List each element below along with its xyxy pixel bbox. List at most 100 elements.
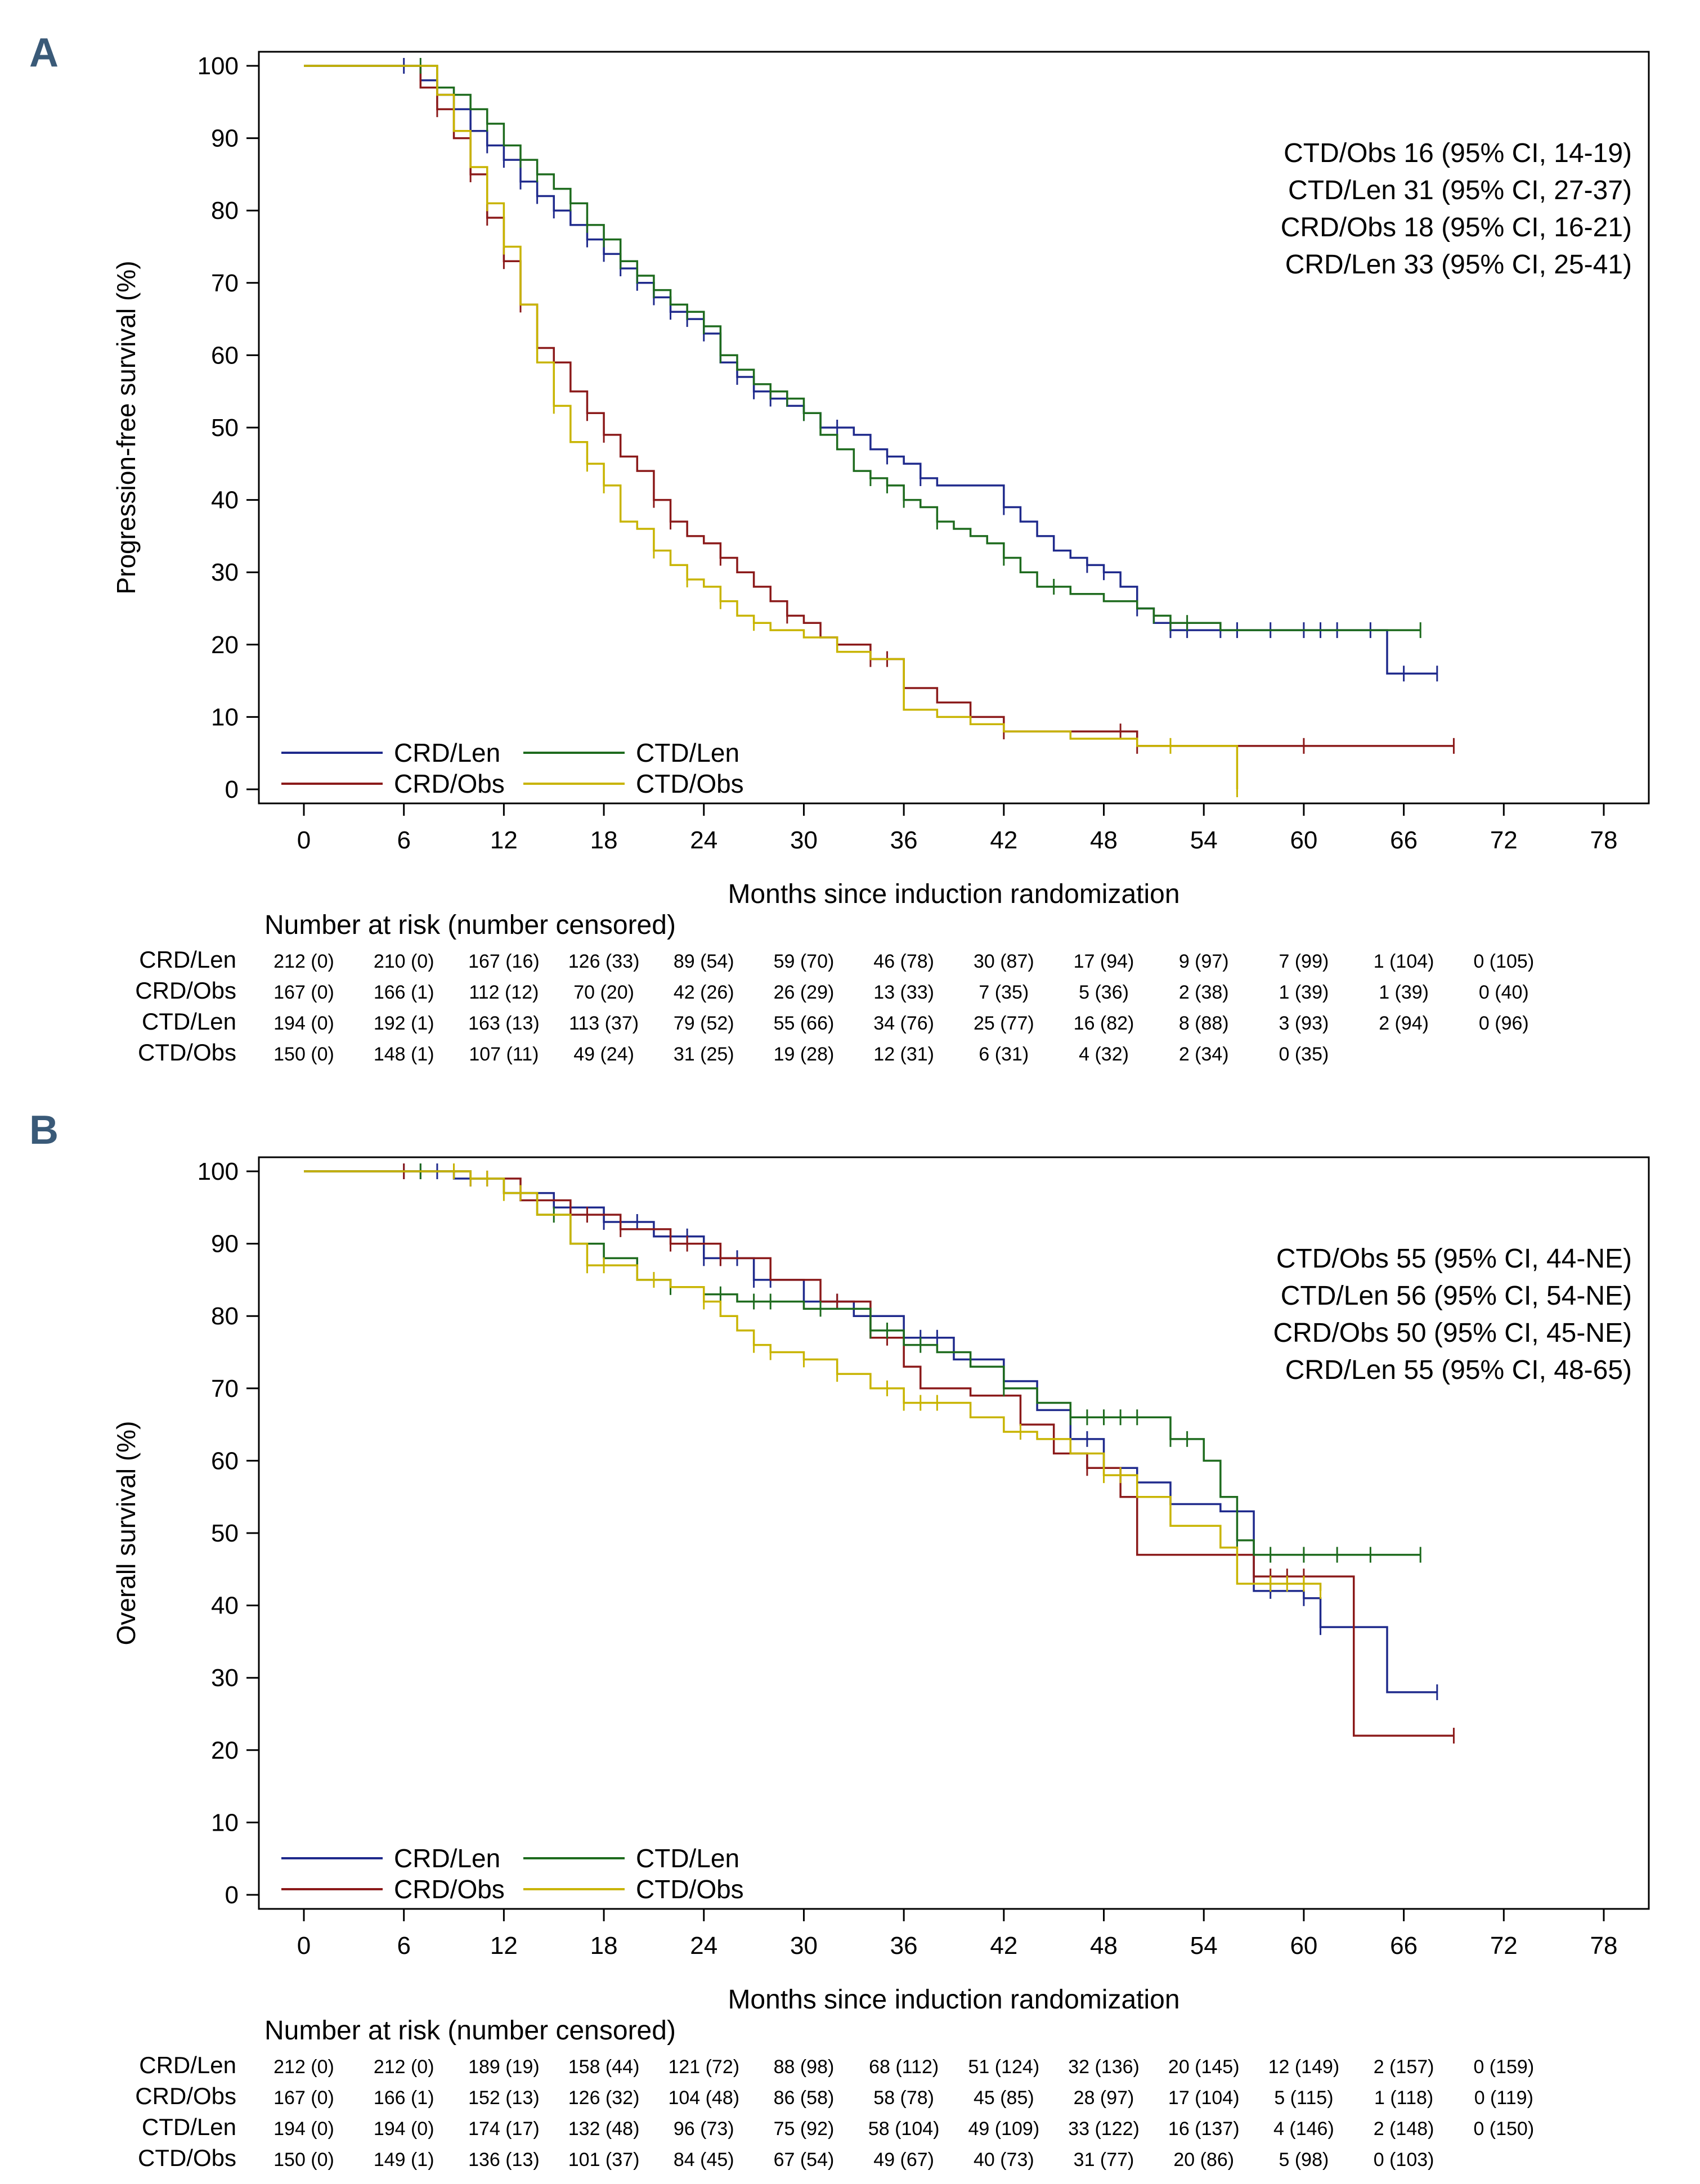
- risk-cell: 8 (88): [1179, 1013, 1229, 1034]
- risk-table: Number at risk (number censored) CRD/Len 2…: [135, 2016, 1534, 2171]
- median-annotation: CRD/Len 55 (95% CI, 48-65): [1285, 1355, 1632, 1385]
- risk-cell: 2 (94): [1379, 1013, 1429, 1034]
- risk-cell: 13 (33): [873, 982, 934, 1003]
- risk-table-title: Number at risk (number censored): [264, 2016, 676, 2046]
- risk-cell: 0 (119): [1474, 2087, 1533, 2109]
- risk-cell: 121 (72): [668, 2056, 739, 2078]
- risk-cell: 45 (85): [974, 2087, 1034, 2109]
- risk-cell: 5 (115): [1274, 2087, 1333, 2109]
- median-annotation: CRD/Obs 18 (95% CI, 16-21): [1281, 213, 1632, 242]
- risk-cell: 166 (1): [374, 2087, 434, 2109]
- legend-label: CRD/Obs: [394, 769, 505, 798]
- x-tick-label: 18: [590, 1932, 618, 1960]
- risk-row-label: CRD/Len: [139, 946, 236, 973]
- y-tick-label: 10: [211, 703, 239, 731]
- x-tick-label: 66: [1390, 1932, 1418, 1960]
- risk-cell: 2 (34): [1179, 1044, 1229, 1065]
- risk-cell: 194 (0): [374, 2118, 434, 2140]
- y-tick-label: 80: [211, 1302, 239, 1330]
- y-tick-label: 100: [198, 52, 239, 80]
- risk-cell: 1 (39): [1379, 982, 1429, 1003]
- x-tick-label: 12: [490, 1932, 518, 1960]
- risk-cell: 28 (97): [1074, 2087, 1134, 2109]
- y-tick-label: 30: [211, 1664, 239, 1692]
- panel-letter: A: [29, 30, 59, 75]
- risk-cell: 212 (0): [374, 2056, 434, 2078]
- risk-cell: 58 (104): [868, 2118, 940, 2140]
- risk-cell: 148 (1): [374, 1044, 434, 1065]
- y-tick-label: 40: [211, 487, 239, 514]
- risk-cell: 86 (58): [774, 2087, 835, 2109]
- median-annotation: CTD/Len 56 (95% CI, 54-NE): [1281, 1281, 1632, 1311]
- series-line-crd-len: [304, 1170, 1437, 1693]
- y-tick-label: 70: [211, 269, 239, 297]
- x-axis-label: Months since induction randomization: [728, 1985, 1179, 2015]
- risk-cell: 0 (40): [1479, 982, 1529, 1003]
- median-annotations: CTD/Obs 16 (95% CI, 14-19) CTD/Len 31 (95…: [1281, 138, 1632, 280]
- risk-cell: 1 (104): [1374, 951, 1434, 972]
- risk-cell: 19 (28): [774, 1044, 835, 1065]
- risk-cell: 3 (93): [1279, 1013, 1329, 1034]
- legend-label: CRD/Len: [394, 738, 500, 767]
- risk-cell: 212 (0): [273, 2056, 334, 2078]
- risk-cell: 26 (29): [774, 982, 835, 1003]
- legend-label: CTD/Len: [636, 1844, 739, 1873]
- x-tick-label: 0: [297, 1932, 311, 1960]
- risk-cell: 167 (0): [273, 982, 334, 1003]
- y-tick-label: 10: [211, 1809, 239, 1836]
- risk-cell: 2 (157): [1374, 2056, 1434, 2078]
- x-tick-label: 30: [790, 826, 818, 854]
- x-tick-label: 72: [1490, 1932, 1518, 1960]
- x-tick-label: 18: [590, 826, 618, 854]
- y-tick-label: 100: [198, 1158, 239, 1185]
- risk-cell: 158 (44): [568, 2056, 640, 2078]
- median-annotation: CRD/Obs 50 (95% CI, 45-NE): [1273, 1318, 1632, 1348]
- x-tick-label: 48: [1090, 826, 1118, 854]
- risk-cell: 150 (0): [273, 2149, 334, 2170]
- risk-cell: 0 (103): [1374, 2149, 1434, 2170]
- risk-row-label: CTD/Len: [142, 2114, 236, 2140]
- risk-cell: 12 (149): [1268, 2056, 1340, 2078]
- legend: CRD/Len CTD/Len CRD/Obs CTD/Obs: [281, 738, 744, 798]
- risk-cell: 67 (54): [774, 2149, 835, 2170]
- risk-cell: 88 (98): [774, 2056, 835, 2078]
- risk-row-label: CRD/Obs: [135, 977, 236, 1004]
- x-tick-label: 36: [890, 1932, 918, 1960]
- x-tick-label: 42: [990, 826, 1017, 854]
- risk-cell: 4 (146): [1273, 2118, 1334, 2140]
- risk-cell: 4 (32): [1079, 1044, 1129, 1065]
- risk-cell: 0 (35): [1279, 1044, 1329, 1065]
- risk-cell: 49 (24): [573, 1044, 634, 1065]
- risk-cell: 150 (0): [273, 1044, 334, 1065]
- risk-table-title: Number at risk (number censored): [264, 910, 676, 940]
- risk-cell: 59 (70): [774, 951, 835, 972]
- x-tick-label: 6: [397, 826, 410, 854]
- risk-cell: 55 (66): [774, 1013, 835, 1034]
- risk-cell: 7 (35): [979, 982, 1029, 1003]
- risk-cell: 31 (25): [674, 1044, 734, 1065]
- risk-cell: 166 (1): [374, 982, 434, 1003]
- risk-cell: 58 (78): [873, 2087, 934, 2109]
- median-annotation: CTD/Len 31 (95% CI, 27-37): [1288, 176, 1632, 205]
- y-tick-label: 20: [211, 631, 239, 659]
- y-tick-label: 20: [211, 1737, 239, 1764]
- risk-cell: 51 (124): [968, 2056, 1040, 2078]
- x-tick-label: 24: [690, 826, 717, 854]
- risk-cell: 2 (148): [1374, 2118, 1434, 2140]
- series-line-crd-len: [304, 65, 1437, 675]
- x-axis: 0 6 12 18 24 30 36 42 48 54 60 66 72 78 Months since i…: [297, 803, 1617, 909]
- risk-cell: 210 (0): [374, 951, 434, 972]
- curves: [304, 58, 1455, 797]
- risk-cell: 34 (76): [873, 1013, 934, 1034]
- risk-row-label: CTD/Obs: [138, 1039, 236, 1066]
- x-tick-label: 66: [1390, 826, 1418, 854]
- risk-cell: 5 (36): [1079, 982, 1129, 1003]
- series-line-ctd-obs: [304, 1170, 1322, 1591]
- y-tick-label: 50: [211, 1520, 239, 1547]
- x-axis: 0 6 12 18 24 30 36 42 48 54 60 66 72 78 Months since i…: [297, 1909, 1617, 2015]
- y-tick-label: 60: [211, 341, 239, 369]
- risk-row-label: CTD/Len: [142, 1008, 236, 1035]
- risk-cell: 31 (77): [1074, 2149, 1134, 2170]
- risk-cell: 1 (118): [1374, 2087, 1433, 2109]
- legend: CRD/Len CTD/Len CRD/Obs CTD/Obs: [281, 1844, 744, 1904]
